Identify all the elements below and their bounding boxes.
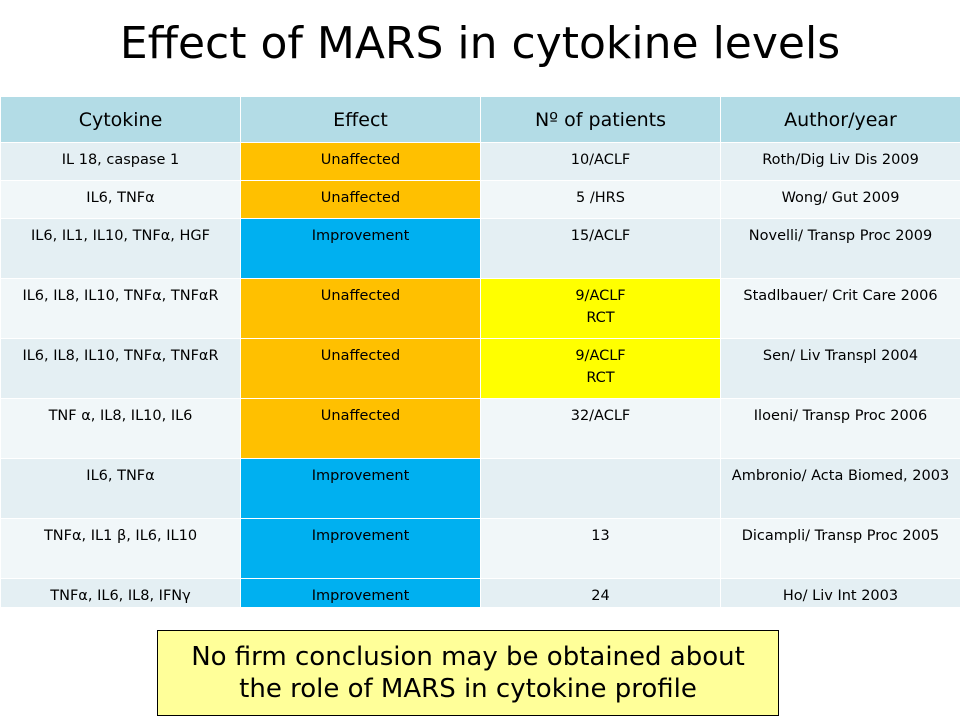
effect-cell: Improvement	[240, 458, 481, 519]
effect-cell: Unaffected	[240, 180, 481, 219]
patients-cell	[480, 458, 721, 519]
patients-cell: 24	[480, 578, 721, 608]
author-year-cell: Wong/ Gut 2009	[720, 180, 960, 219]
column-header-cytokine: Cytokine	[0, 96, 241, 143]
cytokine-cell: TNFα, IL1 β, IL6, IL10	[0, 518, 241, 579]
conclusion-box: No firm conclusion may be obtained about…	[157, 630, 779, 716]
cytokine-cell: IL6, IL8, IL10, TNFα, TNFαR	[0, 338, 241, 399]
effect-cell: Improvement	[240, 518, 481, 579]
effect-cell: Unaffected	[240, 338, 481, 399]
cytokine-cell: TNFα, IL6, IL8, IFNγ	[0, 578, 241, 608]
cytokine-cell: IL6, TNFα	[0, 458, 241, 519]
effect-cell: Unaffected	[240, 278, 481, 339]
column-header-effect: Effect	[240, 96, 481, 143]
patients-cell: 10/ACLF	[480, 142, 721, 181]
patients-cell: 32/ACLF	[480, 398, 721, 459]
table-header-row: Cytokine Effect Nº of patients Author/ye…	[0, 96, 960, 143]
patients-cell: 13	[480, 518, 721, 579]
author-year-cell: Dicampli/ Transp Proc 2005	[720, 518, 960, 579]
cytokine-cell: IL6, IL1, IL10, TNFα, HGF	[0, 218, 241, 279]
column-header-patients: Nº of patients	[480, 96, 721, 143]
cytokine-cell: IL 18, caspase 1	[0, 142, 241, 181]
conclusion-line: the role of MARS in cytokine profile	[239, 674, 697, 704]
effect-cell: Improvement	[240, 578, 481, 608]
author-year-cell: Novelli/ Transp Proc 2009	[720, 218, 960, 279]
author-year-cell: Stadlbauer/ Crit Care 2006	[720, 278, 960, 339]
table-row: IL 18, caspase 1 Unaffected 10/ACLF Roth…	[0, 142, 960, 181]
table-row: TNF α, IL8, IL10, IL6 Unaffected 32/ACLF…	[0, 398, 960, 459]
effect-cell: Improvement	[240, 218, 481, 279]
patients-cell: 9/ACLF RCT	[480, 278, 721, 339]
patients-cell: 15/ACLF	[480, 218, 721, 279]
effect-cell: Unaffected	[240, 398, 481, 459]
patients-count: 9/ACLF	[575, 288, 626, 304]
study-design: RCT	[586, 370, 615, 386]
author-year-cell: Roth/Dig Liv Dis 2009	[720, 142, 960, 181]
table-row: IL6, IL8, IL10, TNFα, TNFαR Unaffected 9…	[0, 278, 960, 339]
table-row: IL6, TNFα Improvement Ambronio/ Acta Bio…	[0, 458, 960, 519]
cytokine-cell: IL6, TNFα	[0, 180, 241, 219]
study-design: RCT	[586, 310, 615, 326]
table-row: TNFα, IL6, IL8, IFNγ Improvement 24 Ho/ …	[0, 578, 960, 608]
cytokine-table: Cytokine Effect Nº of patients Author/ye…	[0, 96, 960, 608]
author-year-cell: Sen/ Liv Transpl 2004	[720, 338, 960, 399]
table-row: IL6, IL1, IL10, TNFα, HGF Improvement 15…	[0, 218, 960, 279]
slide-title: Effect of MARS in cytokine levels	[119, 18, 841, 69]
author-year-cell: Ho/ Liv Int 2003	[720, 578, 960, 608]
cytokine-cell: TNF α, IL8, IL10, IL6	[0, 398, 241, 459]
patients-cell: 9/ACLF RCT	[480, 338, 721, 399]
patients-cell: 5 /HRS	[480, 180, 721, 219]
effect-cell: Unaffected	[240, 142, 481, 181]
cytokine-cell: IL6, IL8, IL10, TNFα, TNFαR	[0, 278, 241, 339]
author-year-cell: Ambronio/ Acta Biomed, 2003	[720, 458, 960, 519]
patients-count: 9/ACLF	[575, 348, 626, 364]
table-row: TNFα, IL1 β, IL6, IL10 Improvement 13 Di…	[0, 518, 960, 579]
author-year-cell: Iloeni/ Transp Proc 2006	[720, 398, 960, 459]
table-row: IL6, TNFα Unaffected 5 /HRS Wong/ Gut 20…	[0, 180, 960, 219]
table-row: IL6, IL8, IL10, TNFα, TNFαR Unaffected 9…	[0, 338, 960, 399]
column-header-author-year: Author/year	[720, 96, 960, 143]
conclusion-line: No firm conclusion may be obtained about	[191, 642, 745, 672]
